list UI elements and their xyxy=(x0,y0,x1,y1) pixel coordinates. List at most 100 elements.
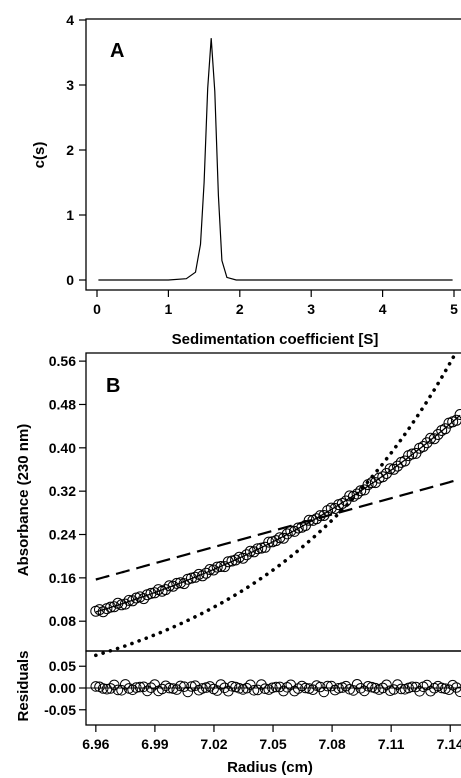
panel-a-plot-frame xyxy=(85,18,461,291)
panel-b-y-tick-label: 0.08 xyxy=(49,613,76,629)
residuals-y-tick-label: 0.05 xyxy=(49,658,76,674)
panel-b-data-point xyxy=(432,429,444,440)
panel-b-data-point xyxy=(274,532,286,544)
residuals-y-tick-label: -0.05 xyxy=(44,702,76,718)
residuals-data-point xyxy=(131,682,142,693)
panel-b-data-point xyxy=(425,432,437,444)
residuals-data-point xyxy=(182,686,194,698)
panel-a-x-tick-label: 4 xyxy=(379,301,387,317)
panel-a-x-tick-label: 0 xyxy=(93,301,101,317)
residuals-data-point xyxy=(307,684,319,696)
residuals-data-point xyxy=(259,683,271,695)
residuals-x-tick-label: 6.99 xyxy=(141,736,168,752)
residuals-data-point xyxy=(348,685,359,696)
residuals-data-point xyxy=(175,680,186,692)
residuals-data-point xyxy=(381,679,392,691)
residuals-data-point xyxy=(425,685,436,697)
residuals-x-tick-label: 7.08 xyxy=(318,736,345,752)
panel-b-data-point xyxy=(454,409,461,420)
panel-a-y-tick-label: 3 xyxy=(66,77,74,93)
panel-b-y-tick-label: 0.16 xyxy=(49,570,76,586)
panel-b-data-point xyxy=(311,513,323,525)
residuals-x-tick-label: 7.14 xyxy=(437,736,461,752)
residuals-data-point xyxy=(197,683,208,694)
residuals-data-point xyxy=(120,679,131,690)
panel-b-data-point xyxy=(171,577,183,589)
residuals-data-point xyxy=(278,685,289,697)
residuals-data-point xyxy=(164,682,175,694)
panel-b-data-point xyxy=(388,463,400,475)
residuals-data-point xyxy=(436,682,448,694)
panel-b-data-point xyxy=(303,514,315,526)
panel-b-data-point xyxy=(208,564,220,576)
panel-a-x-tick-label: 1 xyxy=(165,301,173,317)
residuals-data-point xyxy=(395,683,407,695)
panel-b-data-point xyxy=(377,471,389,483)
panel-b-data-point xyxy=(160,584,172,596)
panel-b-data-point xyxy=(399,455,411,467)
panel-b-data-point xyxy=(255,542,267,554)
residuals-data-point xyxy=(326,680,337,692)
panel-b-data-point xyxy=(108,601,120,613)
residuals-y-ticks: 0.05 0.00 -0.05 xyxy=(44,658,86,718)
residuals-data-point xyxy=(142,685,153,697)
residuals-data-point xyxy=(252,684,264,696)
residuals-x-tick-label: 7.11 xyxy=(378,736,405,752)
panel-b-data-point xyxy=(189,571,201,583)
panel-b-data-point xyxy=(211,561,223,573)
panel-b-data-point xyxy=(145,587,157,599)
panel-b-data-point xyxy=(450,414,461,426)
panel-a-y-axis-title: c(s) xyxy=(31,142,48,169)
panel-b-data-point xyxy=(263,536,275,548)
panel-b-data-point xyxy=(355,485,367,497)
residuals-y-tick-label: 0.00 xyxy=(49,680,76,696)
residuals-data-point xyxy=(421,679,433,691)
panel-a-x-ticks: 0 1 2 3 4 5 xyxy=(93,290,458,317)
residuals-data-point xyxy=(167,683,179,694)
panel-b-fit-line-dashed xyxy=(95,478,461,581)
panel-a-x-tick-label: 2 xyxy=(236,301,244,317)
panel-a-y-tick-label: 2 xyxy=(66,142,74,158)
panel-b-data-point xyxy=(329,503,341,514)
panel-b-data-point xyxy=(278,532,289,544)
residuals-data-point xyxy=(245,679,256,691)
panel-b-data-point xyxy=(281,528,293,540)
residuals-data-point xyxy=(241,682,252,694)
residuals-plot: Residuals Radius (cm) 6.96 6.99 7.02 7.05 7.… xyxy=(15,650,461,776)
residuals-data-point xyxy=(116,685,127,696)
panel-b-data-point xyxy=(105,601,117,613)
panel-a-y-ticks: 0 1 2 3 4 xyxy=(66,12,86,288)
residuals-data-point xyxy=(215,679,227,690)
residuals-data-point xyxy=(97,683,109,694)
residuals-data-point xyxy=(333,683,345,694)
residuals-x-tick-label: 7.05 xyxy=(259,736,286,752)
residuals-data-point xyxy=(145,682,157,694)
panel-a-x-axis-title: Sedimentation coefficient [S] xyxy=(172,331,379,348)
panel-b-y-ticks: 0.08 0.16 0.24 0.32 0.40 0.48 0.56 xyxy=(49,353,86,629)
panel-b-data-point xyxy=(167,580,179,592)
panel-b-data-point xyxy=(428,433,440,445)
panel-a-sedimentation-plot: A Sedimentation coefficient [S] c(s) 0 1 2… xyxy=(31,12,461,348)
residuals-data-point xyxy=(454,686,461,698)
residuals-data-point xyxy=(156,683,168,695)
panel-a-y-tick-label: 0 xyxy=(66,272,74,288)
residuals-data-point xyxy=(138,681,149,693)
panel-b-data-point xyxy=(200,567,212,579)
panel-b-data-point xyxy=(252,543,264,555)
panel-b-data-point xyxy=(241,549,253,561)
residuals-y-axis-title: Residuals xyxy=(15,651,32,722)
residuals-x-axis-title: Radius (cm) xyxy=(227,759,313,776)
panel-b-data-point xyxy=(384,463,396,475)
residuals-data-point xyxy=(112,684,124,696)
panel-b-data-point xyxy=(186,572,197,584)
panel-b-fit-line-dotted xyxy=(94,353,457,658)
panel-b-y-tick-label: 0.40 xyxy=(49,440,76,456)
panel-a-series xyxy=(98,38,453,281)
panel-a-y-tick-label: 4 xyxy=(66,12,74,28)
panel-a-label: A xyxy=(110,40,124,62)
residuals-x-tick-label: 6.96 xyxy=(82,736,109,752)
panel-b-data-point xyxy=(222,556,234,568)
panel-b-data-point xyxy=(344,490,356,502)
panel-b-y-tick-label: 0.56 xyxy=(49,353,76,369)
panel-b-label: B xyxy=(106,375,120,397)
